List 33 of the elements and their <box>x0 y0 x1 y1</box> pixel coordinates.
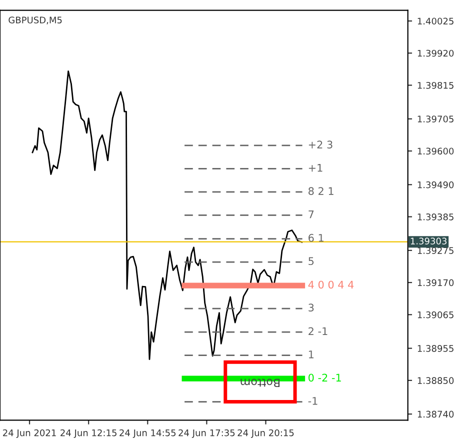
y-tick-label: 1.38740 <box>418 410 454 418</box>
series-label: 7 <box>308 210 314 218</box>
ref-line-label: 1.39303 <box>410 238 447 244</box>
y-tick-label: 1.39170 <box>418 279 454 286</box>
series-label: 4 0 0 4 4 <box>308 280 354 289</box>
y-tick-label: 1.38955 <box>418 345 454 352</box>
y-tick-label: 1.39490 <box>418 181 454 188</box>
x-tick-label: 24 Jun 12:15 <box>60 429 116 438</box>
x-tick-label: 24 Jun 20:15 <box>238 429 294 438</box>
y-tick-label: 1.39920 <box>418 50 454 57</box>
series-label: 3 <box>308 304 314 312</box>
series-label: 1 <box>308 350 314 358</box>
y-tick-label: 1.39385 <box>418 213 454 220</box>
series-label: 6 1 <box>308 234 324 242</box>
series-label: 0 -2 -1 <box>308 374 341 382</box>
y-tick-label: 1.38850 <box>418 377 454 384</box>
annotation: Bottom <box>240 378 280 387</box>
series-label: +1 <box>308 164 322 172</box>
series-label: +2 3 <box>308 140 332 149</box>
y-tick-label: 1.39815 <box>418 82 454 89</box>
series-label: 8 2 1 <box>308 187 334 196</box>
line-series <box>32 70 303 360</box>
series-label: 5 <box>308 257 314 266</box>
x-tick-label: 24 Jun 17:35 <box>178 429 235 438</box>
x-tick-label: 24 Jun 2021 <box>3 429 56 438</box>
y-tick-label: 1.40025 <box>418 18 454 25</box>
text: GBPUSD,M5 <box>8 16 62 24</box>
series-label: 2 -1 <box>308 327 328 335</box>
series-label: -1 <box>308 397 318 405</box>
y-tick-label: 1.39705 <box>418 116 454 122</box>
y-tick-label: 1.39600 <box>418 148 454 155</box>
x-tick-label: 24 Jun 14:55 <box>120 429 176 438</box>
y-tick-label: 1.39065 <box>418 311 454 318</box>
